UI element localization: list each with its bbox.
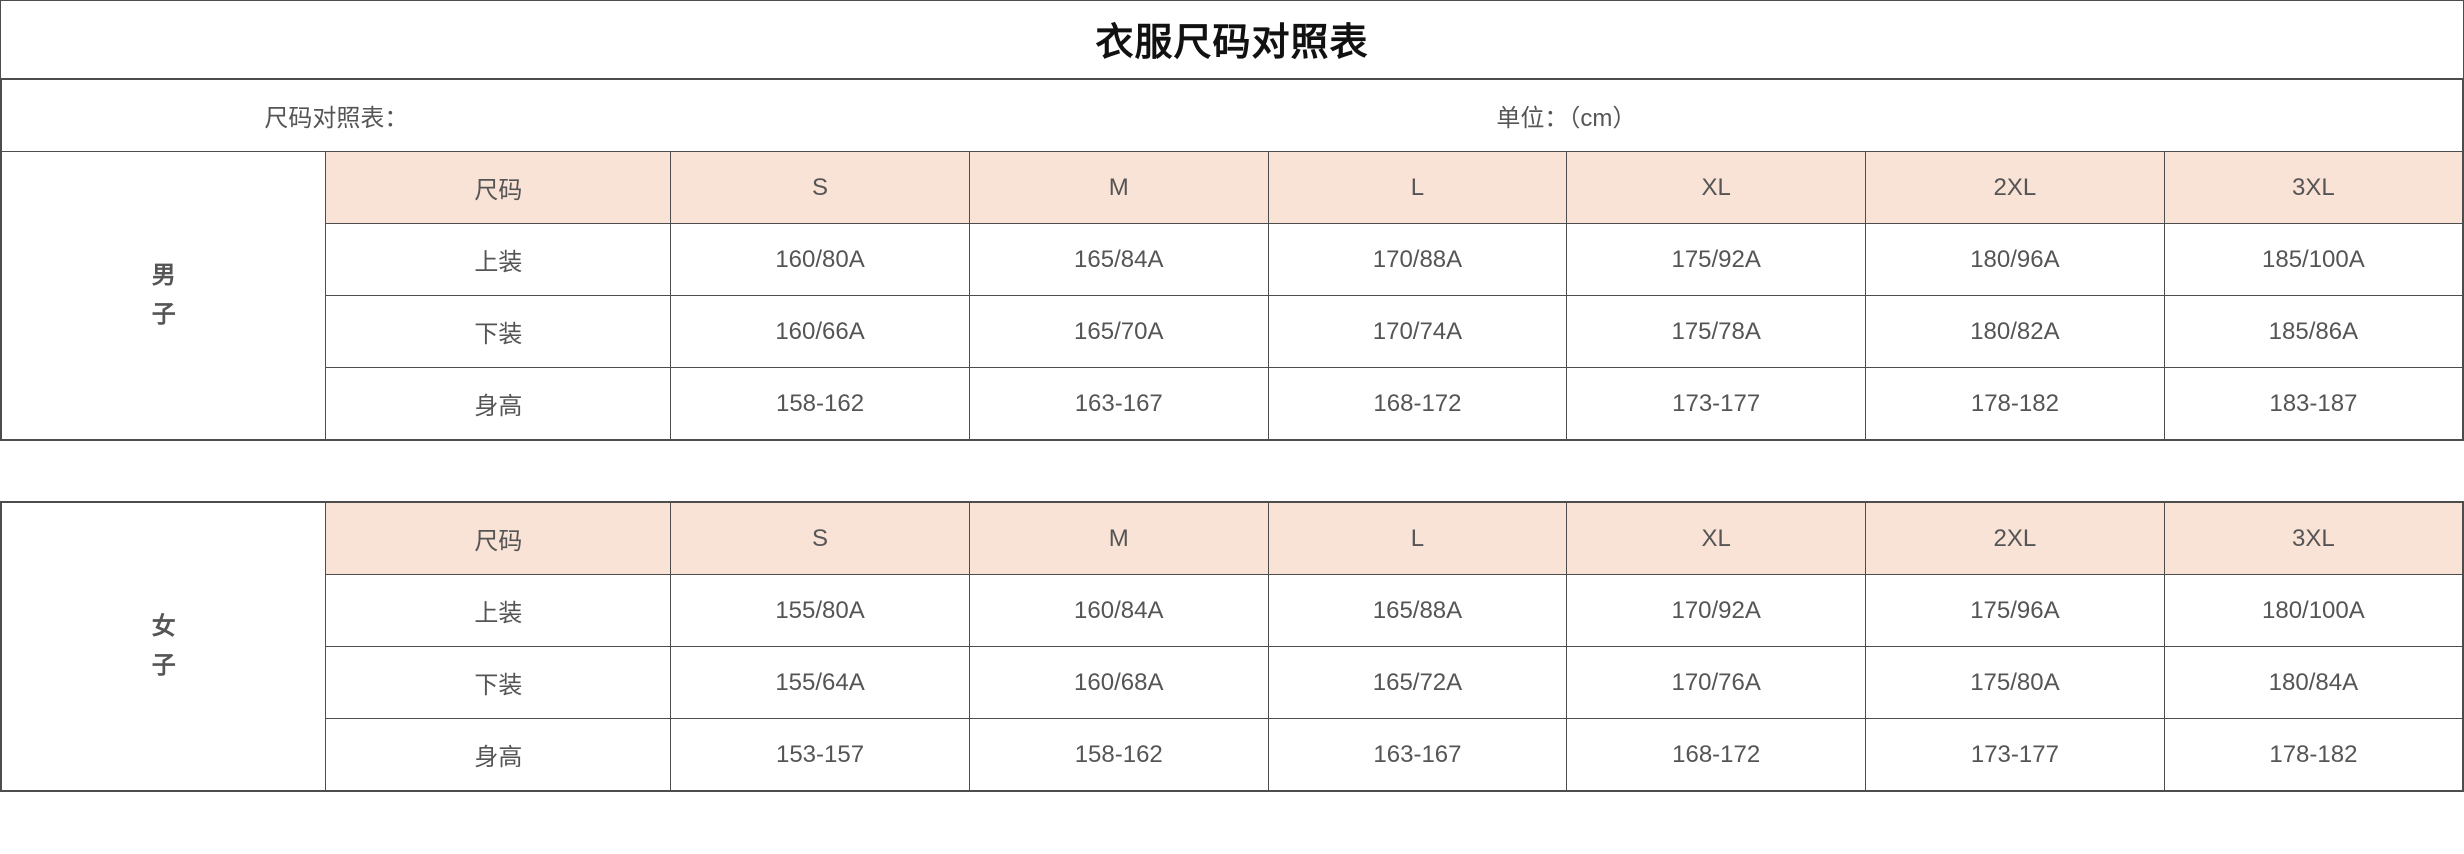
subheader-row: 尺码对照表： 单位：（cm） — [1, 79, 2463, 152]
col-header-3xl: 3XL — [2164, 152, 2463, 224]
table-cell: 173-177 — [1567, 368, 1866, 441]
male-header-row: 男 子 尺码 S M L XL 2XL 3XL — [1, 152, 2463, 224]
table-cell: 153-157 — [671, 719, 970, 792]
table-cell: 160/84A — [969, 575, 1268, 647]
table-cell: 155/64A — [671, 647, 970, 719]
col-header-s: S — [671, 502, 970, 575]
female-group-line1: 女 — [152, 613, 176, 640]
table-cell: 170/74A — [1268, 296, 1567, 368]
table-cell: 170/76A — [1567, 647, 1866, 719]
col-header-2xl: 2XL — [1866, 152, 2165, 224]
table-cell: 155/80A — [671, 575, 970, 647]
page-title: 衣服尺码对照表 — [1, 1, 2463, 78]
male-bottoms-row: 下装 160/66A 165/70A 170/74A 175/78A 180/8… — [1, 296, 2463, 368]
table-cell: 175/96A — [1866, 575, 2165, 647]
male-tops-row: 上装 160/80A 165/84A 170/88A 175/92A 180/9… — [1, 224, 2463, 296]
table-cell: 173-177 — [1866, 719, 2165, 792]
table-cell: 170/88A — [1268, 224, 1567, 296]
col-header-rowlabel: 尺码 — [326, 502, 671, 575]
col-header-rowlabel: 尺码 — [326, 152, 671, 224]
page-title-wrap: 衣服尺码对照表 — [0, 0, 2464, 78]
row-label-tops: 上装 — [326, 575, 671, 647]
table-cell: 165/88A — [1268, 575, 1567, 647]
table-cell: 175/80A — [1866, 647, 2165, 719]
row-label-tops: 上装 — [326, 224, 671, 296]
female-tops-row: 上装 155/80A 160/84A 165/88A 170/92A 175/9… — [1, 575, 2463, 647]
male-size-table: 尺码对照表： 单位：（cm） 男 子 尺码 S M L XL 2XL 3XL 上… — [0, 78, 2464, 441]
col-header-3xl: 3XL — [2164, 502, 2463, 575]
table-cell: 170/92A — [1567, 575, 1866, 647]
table-cell: 168-172 — [1567, 719, 1866, 792]
col-header-m: M — [969, 152, 1268, 224]
female-group-label: 女 子 — [1, 502, 326, 791]
table-cell: 160/66A — [671, 296, 970, 368]
table-cell: 180/84A — [2164, 647, 2463, 719]
table-cell: 185/100A — [2164, 224, 2463, 296]
table-cell: 165/84A — [969, 224, 1268, 296]
table-cell: 163-167 — [969, 368, 1268, 441]
female-height-row: 身高 153-157 158-162 163-167 168-172 173-1… — [1, 719, 2463, 792]
col-header-s: S — [671, 152, 970, 224]
table-cell: 165/72A — [1268, 647, 1567, 719]
col-header-l: L — [1268, 152, 1567, 224]
col-header-l: L — [1268, 502, 1567, 575]
row-label-height: 身高 — [326, 719, 671, 792]
table-gap — [0, 441, 2464, 501]
row-label-height: 身高 — [326, 368, 671, 441]
row-label-bottoms: 下装 — [326, 296, 671, 368]
table-cell: 160/80A — [671, 224, 970, 296]
male-group-line1: 男 — [152, 262, 176, 289]
female-size-table: 女 子 尺码 S M L XL 2XL 3XL 上装 155/80A 160/8… — [0, 501, 2464, 792]
table-cell: 158-162 — [671, 368, 970, 441]
male-group-label: 男 子 — [1, 152, 326, 441]
subheader-unit: 单位：（cm） — [671, 79, 2463, 152]
female-group-line2: 子 — [152, 652, 176, 679]
table-cell: 178-182 — [2164, 719, 2463, 792]
col-header-m: M — [969, 502, 1268, 575]
col-header-xl: XL — [1567, 152, 1866, 224]
table-cell: 180/100A — [2164, 575, 2463, 647]
col-header-xl: XL — [1567, 502, 1866, 575]
table-cell: 163-167 — [1268, 719, 1567, 792]
table-cell: 180/96A — [1866, 224, 2165, 296]
table-cell: 158-162 — [969, 719, 1268, 792]
female-header-row: 女 子 尺码 S M L XL 2XL 3XL — [1, 502, 2463, 575]
col-header-2xl: 2XL — [1866, 502, 2165, 575]
table-cell: 185/86A — [2164, 296, 2463, 368]
table-cell: 168-172 — [1268, 368, 1567, 441]
male-group-line2: 子 — [152, 301, 176, 328]
table-cell: 175/92A — [1567, 224, 1866, 296]
female-bottoms-row: 下装 155/64A 160/68A 165/72A 170/76A 175/8… — [1, 647, 2463, 719]
table-cell: 165/70A — [969, 296, 1268, 368]
table-cell: 160/68A — [969, 647, 1268, 719]
male-height-row: 身高 158-162 163-167 168-172 173-177 178-1… — [1, 368, 2463, 441]
table-cell: 175/78A — [1567, 296, 1866, 368]
table-cell: 180/82A — [1866, 296, 2165, 368]
row-label-bottoms: 下装 — [326, 647, 671, 719]
table-cell: 178-182 — [1866, 368, 2165, 441]
subheader-left: 尺码对照表： — [1, 79, 671, 152]
table-cell: 183-187 — [2164, 368, 2463, 441]
